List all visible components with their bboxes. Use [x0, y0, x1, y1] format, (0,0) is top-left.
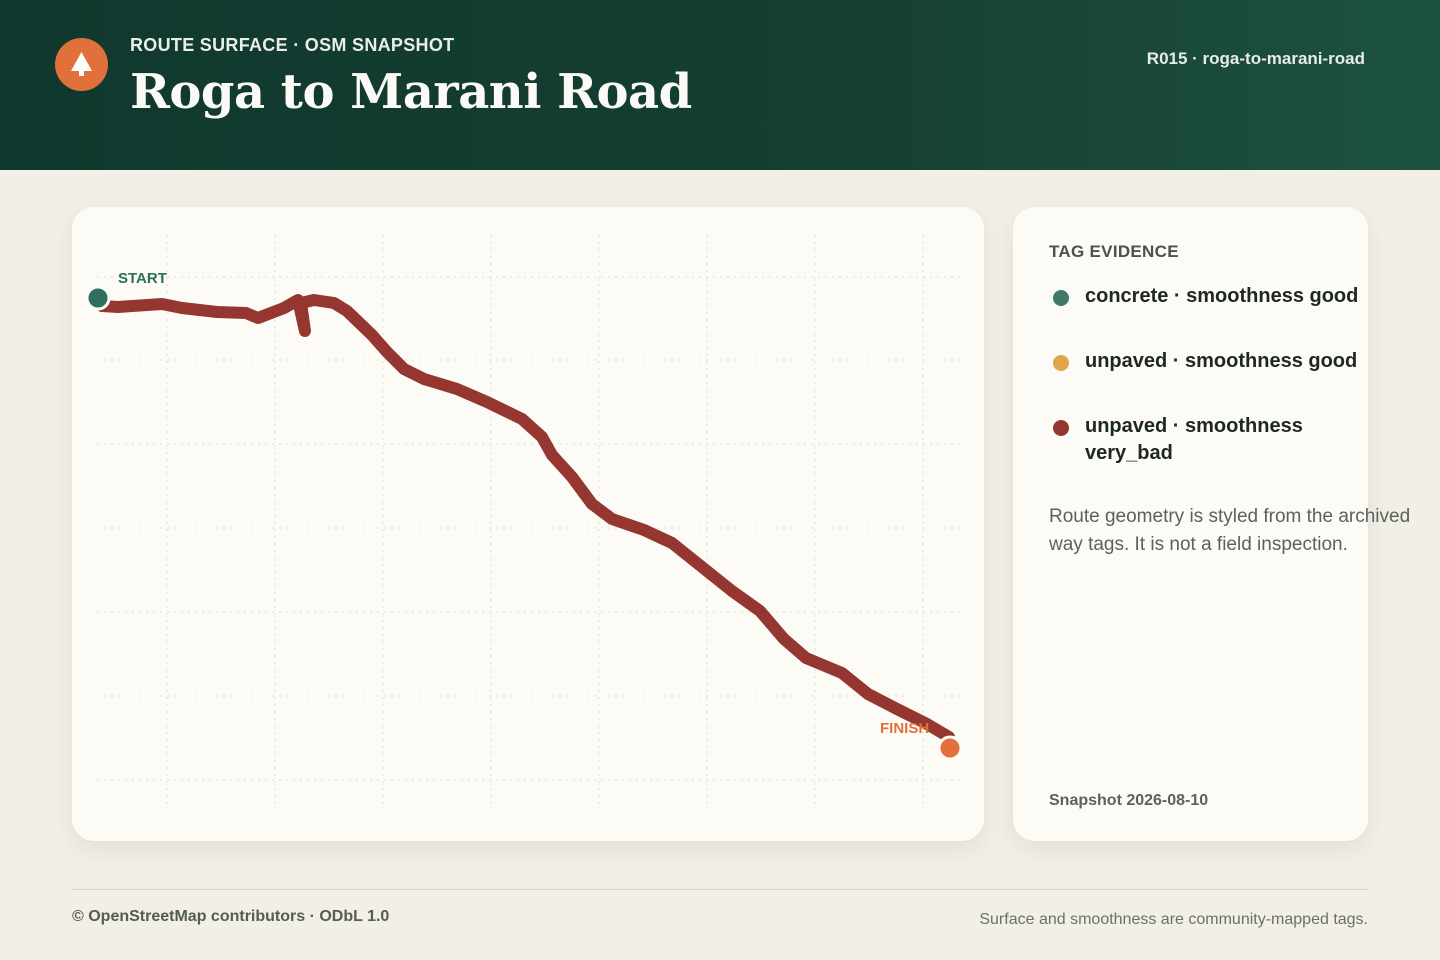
route-note: Route geometry is styled from the archiv…	[1049, 506, 1411, 555]
legend-swatch	[1053, 355, 1069, 371]
tag-evidence-title: TAG EVIDENCE	[1049, 242, 1179, 261]
footer-note: Surface and smoothness are community-map…	[979, 911, 1368, 928]
snapshot-date: Snapshot 2026-08-10	[1049, 792, 1209, 809]
legend-swatch	[1053, 290, 1069, 306]
page-title: Roga to Marani Road	[130, 64, 692, 120]
legend-label: unpaved · smoothness very_bad	[1085, 415, 1303, 464]
map-grid	[97, 235, 962, 807]
finish-label: FINISH	[880, 720, 929, 737]
finish-marker[interactable]	[937, 735, 963, 761]
tag-evidence-panel: TAG EVIDENCE concrete · smoothness good …	[1013, 207, 1410, 841]
footer-divider	[72, 889, 1368, 890]
route-map[interactable]: START FINISH	[72, 207, 984, 841]
osm-attribution: © OpenStreetMap contributors · ODbL 1.0	[72, 908, 390, 925]
start-label: START	[118, 270, 167, 287]
legend-swatch	[1053, 420, 1069, 436]
route-id: R015 · roga-to-marani-road	[1146, 49, 1365, 68]
tree-icon	[71, 52, 92, 76]
route-line[interactable]	[96, 294, 955, 743]
header: ROUTE SURFACE · OSM SNAPSHOT Roga to Mar…	[0, 0, 1440, 170]
logo	[55, 38, 108, 91]
start-marker[interactable]	[85, 285, 111, 311]
map-panel[interactable]: START FINISH	[72, 207, 984, 841]
header-eyebrow: ROUTE SURFACE · OSM SNAPSHOT	[130, 35, 455, 55]
legend-label: concrete · smoothness good	[1085, 285, 1359, 307]
legend-label: unpaved · smoothness good	[1085, 350, 1358, 372]
